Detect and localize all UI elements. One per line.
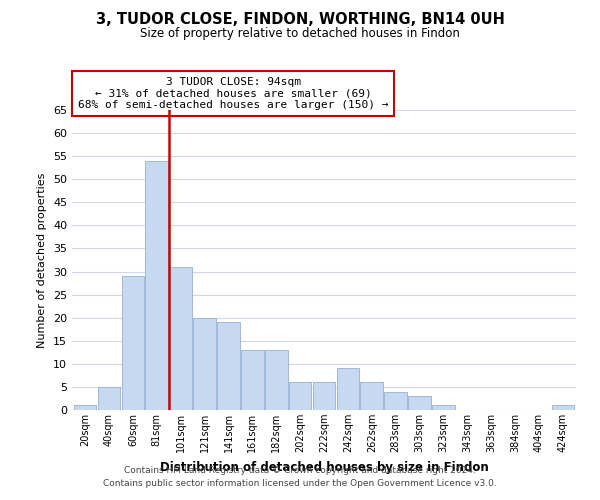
Y-axis label: Number of detached properties: Number of detached properties	[37, 172, 47, 348]
Bar	[169, 267, 192, 410]
Text: 3 TUDOR CLOSE: 94sqm
← 31% of detached houses are smaller (69)
68% of semi-detac: 3 TUDOR CLOSE: 94sqm ← 31% of detached h…	[78, 77, 389, 110]
Bar	[122, 276, 144, 410]
Bar	[145, 161, 168, 410]
X-axis label: Distribution of detached houses by size in Findon: Distribution of detached houses by size …	[160, 460, 488, 473]
Bar	[361, 382, 383, 410]
Bar	[265, 350, 287, 410]
Text: 3, TUDOR CLOSE, FINDON, WORTHING, BN14 0UH: 3, TUDOR CLOSE, FINDON, WORTHING, BN14 0…	[95, 12, 505, 28]
Bar	[432, 406, 455, 410]
Bar	[241, 350, 263, 410]
Bar	[408, 396, 431, 410]
Bar	[289, 382, 311, 410]
Bar	[337, 368, 359, 410]
Bar	[217, 322, 240, 410]
Bar	[98, 387, 121, 410]
Bar	[193, 318, 216, 410]
Bar	[313, 382, 335, 410]
Bar	[74, 406, 97, 410]
Bar	[385, 392, 407, 410]
Text: Contains HM Land Registry data © Crown copyright and database right 2024.
Contai: Contains HM Land Registry data © Crown c…	[103, 466, 497, 487]
Text: Size of property relative to detached houses in Findon: Size of property relative to detached ho…	[140, 28, 460, 40]
Bar	[551, 406, 574, 410]
